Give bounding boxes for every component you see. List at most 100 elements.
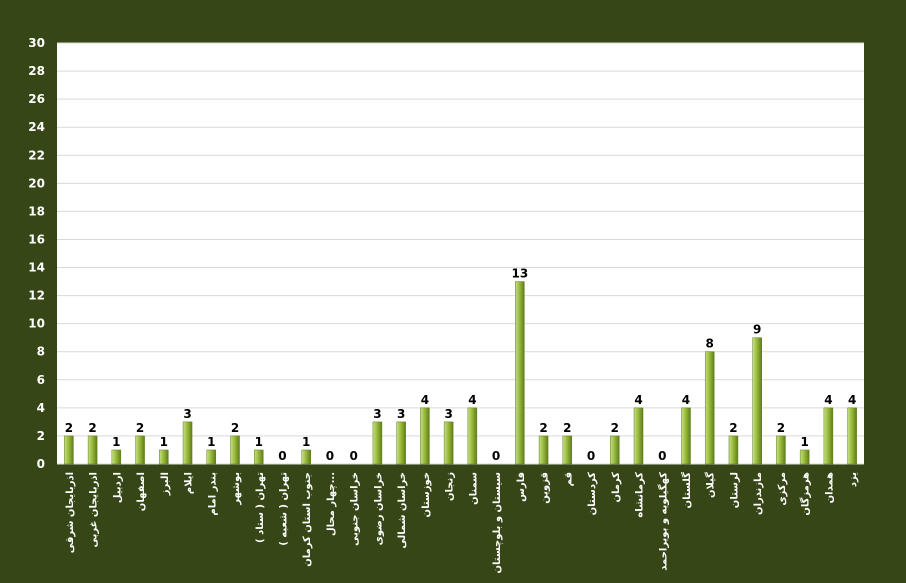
- bar: [87, 435, 98, 465]
- x-category-label: گلستان: [680, 472, 693, 509]
- bar: [159, 449, 169, 465]
- x-category-label: یزد: [848, 472, 859, 487]
- data-label: 2: [611, 421, 619, 435]
- y-tick-label: 16: [28, 232, 45, 246]
- x-category-label: خراسان شمالی: [397, 472, 408, 549]
- data-label: 2: [88, 421, 96, 435]
- data-label: 4: [468, 393, 476, 407]
- x-category-label: اذربایجان شرقی: [65, 472, 76, 553]
- bar: [752, 337, 762, 465]
- y-tick-label: 6: [37, 373, 45, 387]
- bars: [64, 281, 857, 465]
- x-category-label: زنجان: [445, 472, 456, 501]
- x-category-label: اردبیل: [112, 472, 123, 503]
- bar: [562, 435, 573, 465]
- bar: [254, 449, 264, 465]
- data-label: 0: [587, 449, 595, 463]
- x-category-label: گیلان: [704, 472, 717, 498]
- x-category-label: بندر امام: [207, 472, 218, 516]
- x-axis-categories: اذربایجان شرقی اذربایجان غربی اردبیل اصفهان…: [65, 472, 859, 574]
- bar: [467, 407, 478, 465]
- bar: [823, 407, 834, 465]
- bar: [776, 435, 786, 465]
- data-label: 4: [848, 393, 856, 407]
- data-label: 4: [634, 393, 642, 407]
- bar: [64, 435, 74, 465]
- y-tick-label: 30: [28, 36, 45, 50]
- x-category-label: اذربایجان غربی: [89, 472, 100, 547]
- x-category-label: اصفهان: [136, 472, 147, 511]
- y-tick-label: 2: [37, 429, 45, 443]
- data-label: 2: [65, 421, 73, 435]
- bar: [704, 351, 715, 465]
- bar: [443, 421, 454, 465]
- bar: [515, 281, 525, 465]
- bar: [182, 421, 193, 465]
- y-tick-label: 20: [28, 176, 45, 190]
- x-category-label: تهران ( ستاد ): [255, 472, 266, 543]
- y-tick-label: 8: [37, 345, 45, 359]
- data-label: 3: [444, 407, 452, 421]
- x-category-label: همدان: [824, 472, 835, 503]
- data-label: 0: [350, 449, 358, 463]
- x-category-label: مرکزی: [777, 472, 788, 506]
- x-category-label: سمنان: [468, 472, 479, 505]
- x-category-label: بوشهر: [231, 472, 242, 506]
- data-label: 4: [682, 393, 690, 407]
- y-tick-label: 28: [28, 64, 45, 78]
- x-category-label: کهگیلویه و بویراحمد: [656, 472, 669, 571]
- data-label: 1: [255, 435, 263, 449]
- data-label: 0: [492, 449, 500, 463]
- data-label: 2: [539, 421, 547, 435]
- bar: [135, 435, 145, 465]
- bar: [111, 449, 122, 465]
- data-label: 3: [183, 407, 191, 421]
- y-tick-label: 14: [28, 261, 45, 275]
- data-label: 4: [824, 393, 832, 407]
- bar: [372, 421, 383, 465]
- data-label: 1: [302, 435, 310, 449]
- y-tick-label: 4: [37, 401, 45, 415]
- bar: [847, 407, 857, 465]
- data-label: 9: [753, 323, 761, 337]
- data-label: 13: [511, 267, 528, 281]
- x-category-label: فارس: [516, 472, 527, 502]
- gridlines: [57, 42, 864, 465]
- x-category-label: مازندران: [753, 472, 764, 515]
- y-tick-label: 22: [28, 148, 45, 162]
- x-category-label: البرز: [160, 472, 171, 496]
- data-label: 2: [729, 421, 737, 435]
- x-category-label: سیستان و بلوچستان: [492, 472, 503, 574]
- bar: [538, 435, 549, 465]
- bar: [301, 449, 311, 465]
- bar: [799, 449, 810, 465]
- x-category-label: خوزستان: [421, 472, 432, 517]
- bar: [610, 435, 620, 465]
- x-category-label: ایلام: [184, 472, 195, 494]
- x-category-label: جنوب استان کرمان: [302, 472, 313, 567]
- data-label: 2: [136, 421, 144, 435]
- bar: [206, 449, 217, 465]
- x-category-label: قم: [563, 472, 574, 486]
- bar: [728, 435, 739, 465]
- x-category-label: لرستان: [729, 472, 740, 508]
- x-category-label: قزوین: [540, 472, 551, 504]
- x-category-label: خراسان رضوی: [373, 472, 384, 545]
- bar: [230, 435, 240, 465]
- y-tick-label: 0: [37, 457, 45, 471]
- data-label: 0: [658, 449, 666, 463]
- plot-area: [57, 43, 864, 464]
- bar: [681, 407, 691, 465]
- bar: [396, 421, 406, 465]
- x-category-label: کردستان: [587, 472, 598, 516]
- bar: [420, 407, 430, 465]
- data-label: 1: [800, 435, 808, 449]
- data-label: 3: [373, 407, 381, 421]
- x-category-label: کرمان: [611, 472, 622, 503]
- data-label: 0: [278, 449, 286, 463]
- x-category-label: تهران ( شعبه ): [278, 472, 289, 546]
- data-label: 1: [160, 435, 168, 449]
